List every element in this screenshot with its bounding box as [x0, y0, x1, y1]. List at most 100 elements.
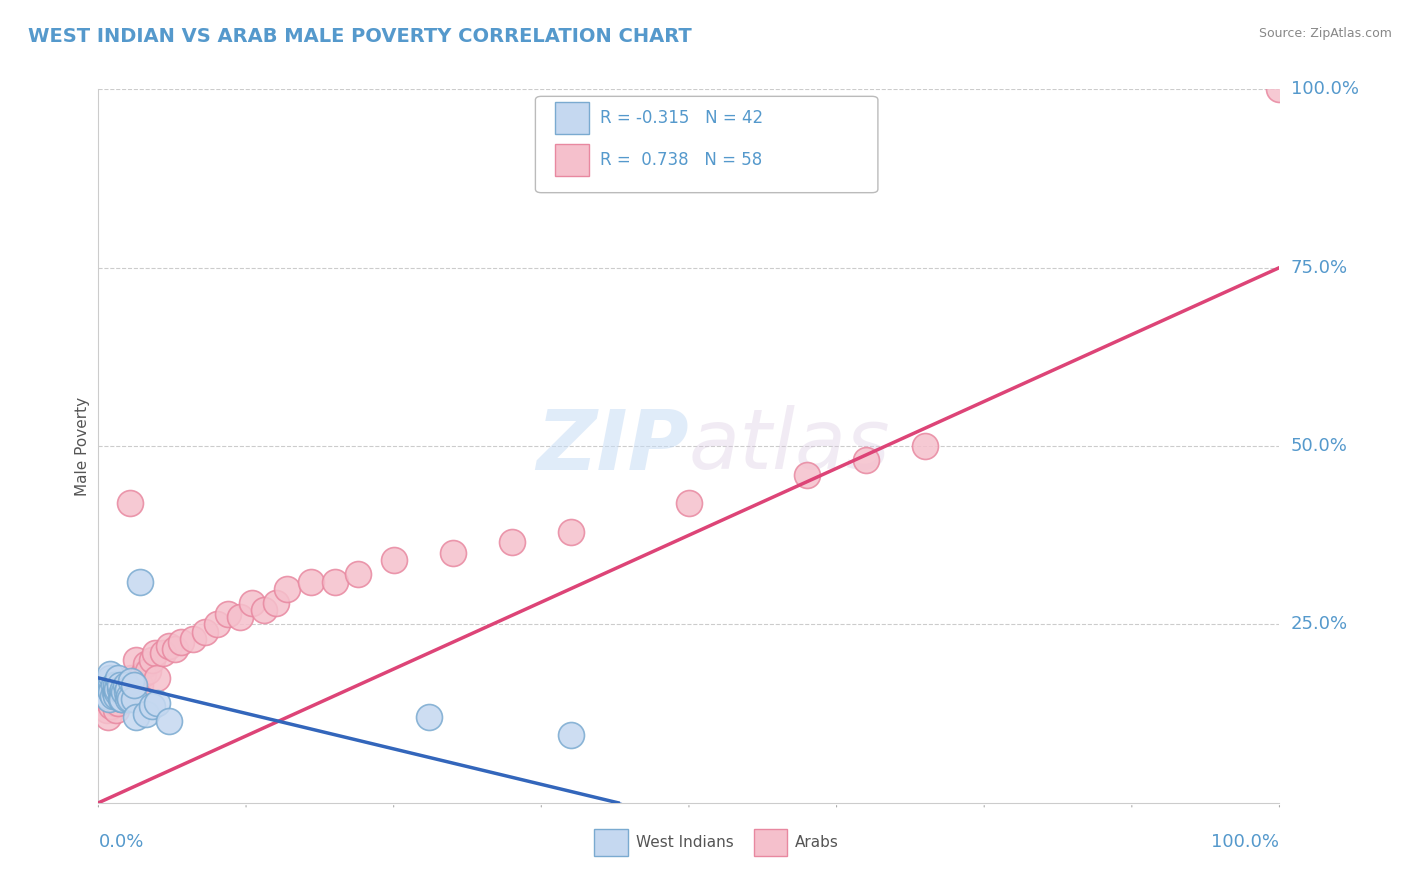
Point	[122, 685, 145, 699]
Text: 100.0%: 100.0%	[1291, 80, 1358, 98]
Point	[157, 714, 180, 728]
Point	[121, 674, 143, 689]
Point	[108, 678, 131, 692]
Point	[104, 685, 127, 699]
Point	[104, 696, 127, 710]
Point	[98, 667, 121, 681]
Point	[128, 678, 150, 692]
Point	[125, 710, 148, 724]
Point	[114, 685, 136, 699]
Point	[100, 685, 122, 699]
Text: West Indians: West Indians	[636, 835, 734, 850]
Point	[93, 696, 115, 710]
Point	[97, 678, 120, 692]
Y-axis label: Male Poverty: Male Poverty	[75, 396, 90, 496]
Point	[229, 610, 252, 624]
Point	[560, 524, 582, 539]
Point	[165, 642, 187, 657]
Point	[418, 710, 440, 724]
Point	[181, 632, 204, 646]
Point	[103, 678, 125, 692]
Point	[152, 646, 174, 660]
Point	[105, 678, 128, 692]
Text: WEST INDIAN VS ARAB MALE POVERTY CORRELATION CHART: WEST INDIAN VS ARAB MALE POVERTY CORRELA…	[28, 27, 692, 45]
Point	[105, 681, 128, 696]
Point	[98, 681, 121, 696]
Point	[98, 674, 121, 689]
Text: 100.0%: 100.0%	[1212, 833, 1279, 851]
Point	[170, 635, 193, 649]
Point	[1268, 82, 1291, 96]
Point	[678, 496, 700, 510]
Point	[103, 681, 125, 696]
Point	[347, 567, 370, 582]
Point	[112, 678, 135, 692]
Point	[855, 453, 877, 467]
Point	[240, 596, 263, 610]
Point	[115, 674, 138, 689]
Point	[125, 653, 148, 667]
Point	[128, 574, 150, 589]
Point	[264, 596, 287, 610]
Point	[501, 535, 523, 549]
Point	[105, 685, 128, 699]
Text: Source: ZipAtlas.com: Source: ZipAtlas.com	[1258, 27, 1392, 40]
Text: 50.0%: 50.0%	[1291, 437, 1347, 455]
Point	[108, 681, 131, 696]
Point	[441, 546, 464, 560]
FancyBboxPatch shape	[555, 144, 589, 176]
Point	[122, 678, 145, 692]
Point	[112, 685, 135, 699]
Point	[194, 624, 217, 639]
Point	[914, 439, 936, 453]
Text: R =  0.738   N = 58: R = 0.738 N = 58	[600, 151, 762, 169]
Point	[114, 678, 136, 692]
Point	[120, 496, 142, 510]
Point	[96, 703, 118, 717]
Point	[101, 689, 124, 703]
Point	[98, 689, 121, 703]
Point	[323, 574, 346, 589]
Point	[217, 607, 239, 621]
Text: Arabs: Arabs	[796, 835, 839, 850]
Point	[107, 671, 129, 685]
Point	[98, 692, 121, 706]
Point	[135, 706, 157, 721]
Point	[96, 689, 118, 703]
Point	[111, 692, 134, 706]
Point	[98, 692, 121, 706]
Point	[110, 685, 132, 699]
Point	[205, 617, 228, 632]
Text: 0.0%: 0.0%	[98, 833, 143, 851]
Point	[98, 671, 121, 685]
Point	[97, 710, 120, 724]
Point	[157, 639, 180, 653]
FancyBboxPatch shape	[555, 102, 589, 134]
Text: atlas: atlas	[689, 406, 890, 486]
Point	[121, 671, 143, 685]
Point	[112, 681, 135, 696]
Point	[117, 681, 139, 696]
FancyBboxPatch shape	[536, 96, 877, 193]
Point	[94, 685, 117, 699]
Point	[143, 646, 166, 660]
Point	[382, 553, 405, 567]
Point	[118, 681, 141, 696]
Point	[141, 653, 163, 667]
Point	[117, 689, 139, 703]
Point	[276, 582, 298, 596]
Point	[115, 685, 138, 699]
Point	[146, 696, 169, 710]
Point	[141, 699, 163, 714]
Point	[108, 681, 131, 696]
Point	[105, 681, 128, 696]
Point	[100, 699, 122, 714]
Point	[105, 689, 128, 703]
Point	[136, 664, 159, 678]
Point	[135, 657, 157, 671]
Point	[111, 692, 134, 706]
Text: 75.0%: 75.0%	[1291, 259, 1348, 277]
Point	[796, 467, 818, 482]
Point	[117, 692, 139, 706]
Point	[132, 667, 155, 681]
